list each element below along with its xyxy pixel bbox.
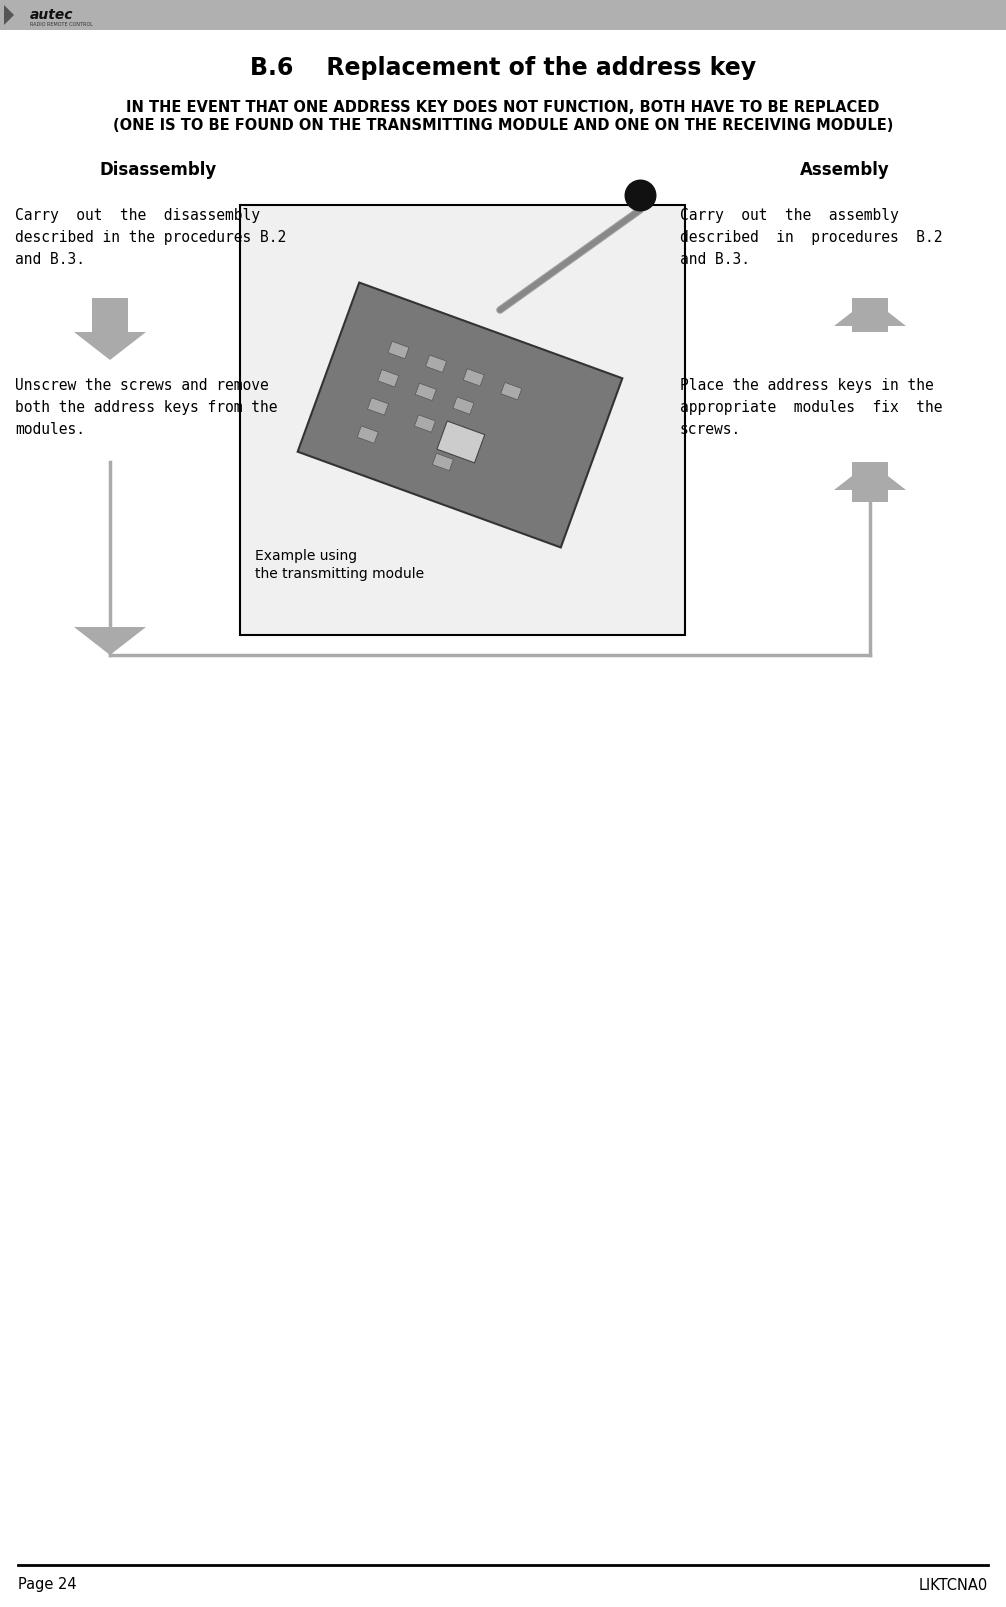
- Text: Disassembly: Disassembly: [100, 161, 217, 178]
- Text: LIKTCNA0: LIKTCNA0: [918, 1578, 988, 1593]
- Polygon shape: [298, 283, 623, 548]
- Polygon shape: [501, 382, 522, 400]
- Polygon shape: [357, 426, 378, 444]
- Polygon shape: [433, 453, 454, 471]
- Bar: [852, 461, 888, 501]
- Text: Example using: Example using: [255, 550, 357, 562]
- Text: IN THE EVENT THAT ONE ADDRESS KEY DOES NOT FUNCTION, BOTH HAVE TO BE REPLACED: IN THE EVENT THAT ONE ADDRESS KEY DOES N…: [127, 101, 879, 116]
- Bar: [852, 297, 888, 333]
- Polygon shape: [377, 370, 398, 387]
- Text: the transmitting module: the transmitting module: [255, 567, 425, 582]
- Polygon shape: [463, 368, 484, 386]
- Text: Carry  out  the  assembly
described  in  procedures  B.2
and B.3.: Carry out the assembly described in proc…: [680, 207, 943, 267]
- Polygon shape: [437, 421, 485, 463]
- Text: autec: autec: [30, 8, 73, 22]
- Text: Assembly: Assembly: [800, 161, 889, 178]
- Polygon shape: [453, 397, 474, 415]
- Polygon shape: [462, 432, 483, 450]
- Text: Unscrew the screws and remove
both the address keys from the
modules.: Unscrew the screws and remove both the a…: [15, 378, 278, 437]
- Polygon shape: [367, 397, 388, 415]
- Text: RADIO REMOTE CONTROL: RADIO REMOTE CONTROL: [30, 21, 93, 26]
- Polygon shape: [74, 627, 146, 656]
- Polygon shape: [415, 382, 437, 400]
- Polygon shape: [388, 341, 409, 358]
- Bar: [92, 297, 128, 333]
- Text: B.6    Replacement of the address key: B.6 Replacement of the address key: [249, 56, 757, 80]
- Text: (ONE IS TO BE FOUND ON THE TRANSMITTING MODULE AND ONE ON THE RECEIVING MODULE): (ONE IS TO BE FOUND ON THE TRANSMITTING …: [113, 119, 893, 133]
- Bar: [0, 0, 1006, 31]
- Text: Place the address keys in the
appropriate  modules  fix  the
screws.: Place the address keys in the appropriat…: [680, 378, 943, 437]
- Text: Carry  out  the  disassembly
described in the procedures B.2
and B.3.: Carry out the disassembly described in t…: [15, 207, 287, 267]
- Polygon shape: [834, 297, 906, 326]
- Bar: [240, 206, 685, 635]
- Polygon shape: [74, 333, 146, 360]
- Polygon shape: [4, 5, 14, 26]
- Polygon shape: [426, 355, 447, 373]
- Polygon shape: [834, 461, 906, 490]
- Text: Page 24: Page 24: [18, 1578, 76, 1593]
- Polygon shape: [414, 415, 436, 432]
